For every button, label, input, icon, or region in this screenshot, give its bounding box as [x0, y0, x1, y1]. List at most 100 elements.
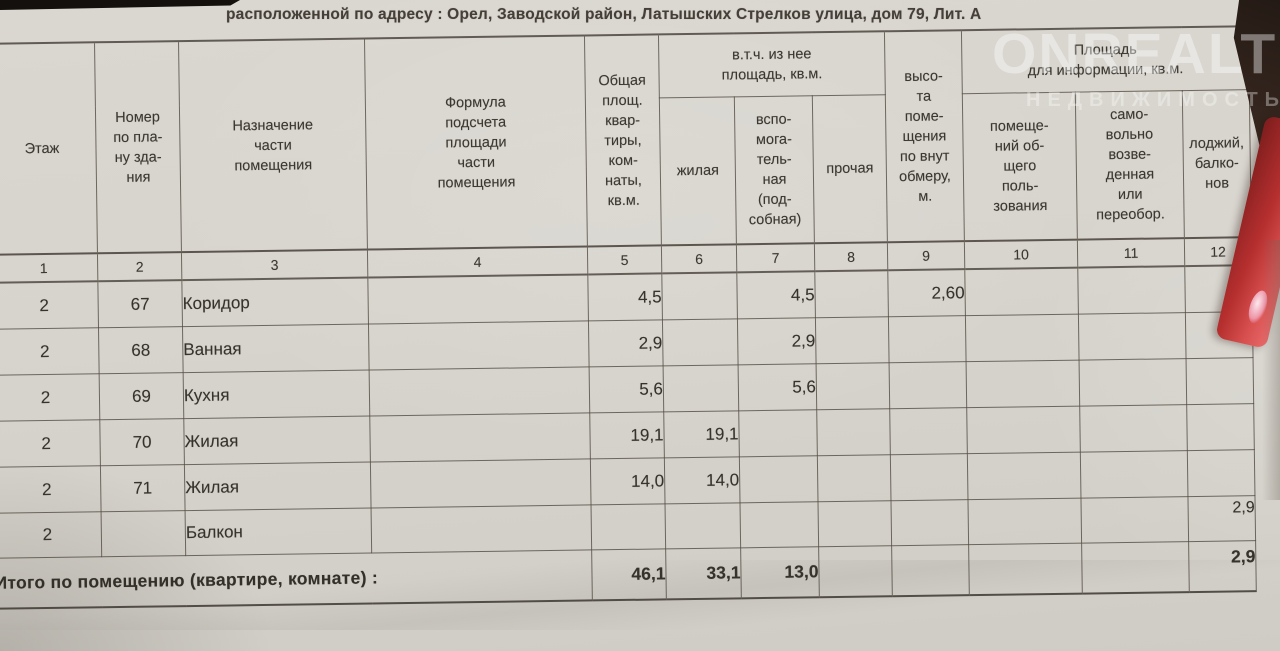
cell-height	[890, 453, 969, 501]
paper-edge-shadow	[1262, 240, 1280, 500]
cell-auxiliary: 4,5	[736, 271, 816, 319]
total-auxiliary-value: 13,0	[740, 546, 820, 599]
cell-common-use	[968, 498, 1082, 545]
cell-total-area: 2,9	[588, 319, 664, 367]
cell-living	[665, 502, 741, 549]
column-number: 10	[964, 239, 1078, 270]
header-info-group: Площадь для информации, кв.м.	[961, 26, 1250, 94]
address-line: расположенной по адресу : Орел, Заводско…	[226, 6, 982, 23]
cell-common-use	[966, 406, 1081, 454]
cell-purpose: Ванная	[182, 324, 370, 373]
cell-floor: 2	[0, 465, 102, 514]
cell-auxiliary	[738, 409, 818, 457]
cell-formula	[371, 504, 592, 553]
cell-unauthorized	[1080, 496, 1189, 544]
column-number: 11	[1077, 238, 1185, 268]
cell-living: 19,1	[663, 410, 740, 458]
column-number: 3	[181, 249, 368, 281]
cell-plan-number	[101, 510, 186, 557]
cell-unauthorized	[1079, 404, 1188, 453]
cell-other	[815, 316, 890, 364]
cell-floor: 2	[0, 281, 99, 330]
cell-living: 14,0	[664, 456, 741, 504]
header-formula: Формула подсчета площади части помещения	[364, 35, 588, 250]
cell-living	[661, 272, 738, 320]
cell-unauthorized	[1078, 312, 1187, 361]
cell-common-use	[966, 360, 1080, 408]
cell-height	[891, 499, 969, 546]
header-incl-group: в.т.ч. из нее площадь, кв.м.	[658, 31, 886, 98]
cell-plan-number: 69	[99, 372, 184, 420]
cell-auxiliary: 5,6	[738, 363, 817, 411]
cell-height	[889, 361, 967, 409]
cell-formula	[369, 412, 591, 462]
total-common-use-value	[968, 543, 1083, 596]
header-plan-number: Номер по пла- ну зда- ния	[94, 41, 182, 254]
cell-purpose: Жилая	[184, 461, 372, 511]
header-auxiliary: вспо- мога- тель- ная (под- собная)	[734, 95, 815, 245]
cell-plan-number: 67	[97, 280, 183, 328]
cell-total-area: 19,1	[589, 411, 665, 459]
cell-formula	[369, 366, 590, 417]
area-table: Этаж Номер по пла- ну зда- ния Назначени…	[0, 25, 1257, 610]
cell-balconies	[1187, 449, 1256, 497]
cell-other	[818, 500, 892, 547]
cell-formula	[370, 458, 592, 508]
cell-balconies: 2,9	[1187, 495, 1256, 542]
photo-edge-strip	[0, 0, 240, 10]
cell-floor: 2	[0, 373, 100, 422]
cell-height	[889, 407, 968, 455]
cell-plan-number: 70	[99, 418, 185, 466]
header-floor: Этаж	[0, 42, 98, 255]
total-other-value	[818, 545, 893, 598]
cell-floor: 2	[0, 327, 100, 376]
cell-purpose: Коридор	[181, 277, 369, 327]
header-total-area: Общая площ. квар- тиры, ком- наты, кв.м.	[584, 34, 662, 247]
cell-living	[662, 318, 739, 366]
cell-floor: 2	[0, 419, 101, 468]
cell-other	[817, 454, 892, 502]
total-unauthorized-value	[1081, 541, 1190, 594]
column-number: 1	[0, 253, 98, 283]
total-area-value: 46,1	[591, 548, 667, 601]
column-number: 4	[367, 246, 588, 278]
cell-common-use	[967, 452, 1081, 500]
header-other: прочая	[812, 94, 888, 244]
cell-total-area	[591, 503, 666, 550]
cell-living	[663, 364, 739, 412]
cell-common-use	[965, 314, 1080, 362]
cell-purpose: Кухня	[183, 370, 370, 419]
column-number: 8	[814, 242, 888, 272]
total-height-value	[891, 544, 970, 597]
cell-purpose: Жилая	[183, 416, 371, 465]
cell-auxiliary	[739, 455, 819, 503]
cell-height	[888, 315, 967, 363]
total-label: Итого по помещению (квартире, комнате) :	[0, 549, 593, 609]
cell-other	[816, 362, 890, 410]
cell-unauthorized	[1079, 358, 1187, 407]
cell-other	[814, 270, 889, 318]
header-balconies: лоджий, балко- нов	[1182, 89, 1252, 239]
cell-total-area: 5,6	[589, 365, 664, 413]
cell-balconies	[1186, 357, 1254, 405]
cell-unauthorized	[1080, 450, 1188, 499]
total-balconies-value: 2,9	[1188, 540, 1257, 593]
cell-auxiliary: 2,9	[737, 317, 817, 365]
header-common-use: помеще- ний об- щего поль- зования	[962, 92, 1078, 242]
cell-formula	[368, 320, 590, 371]
cell-total-area: 14,0	[590, 457, 666, 505]
cell-plan-number: 68	[98, 326, 184, 374]
cell-other	[816, 408, 891, 456]
column-number: 2	[97, 252, 182, 282]
cell-floor: 2	[0, 511, 102, 559]
header-living: жилая	[659, 96, 737, 246]
column-number: 5	[587, 245, 662, 275]
cell-plan-number: 71	[100, 464, 186, 512]
cell-total-area: 4,5	[587, 273, 663, 321]
header-purpose: Назначение части помещения	[178, 38, 368, 253]
cell-common-use	[964, 267, 1079, 316]
column-number: 7	[736, 243, 815, 273]
cell-balconies	[1186, 403, 1255, 451]
cell-purpose: Балкон	[185, 507, 372, 556]
cell-unauthorized	[1077, 266, 1186, 315]
